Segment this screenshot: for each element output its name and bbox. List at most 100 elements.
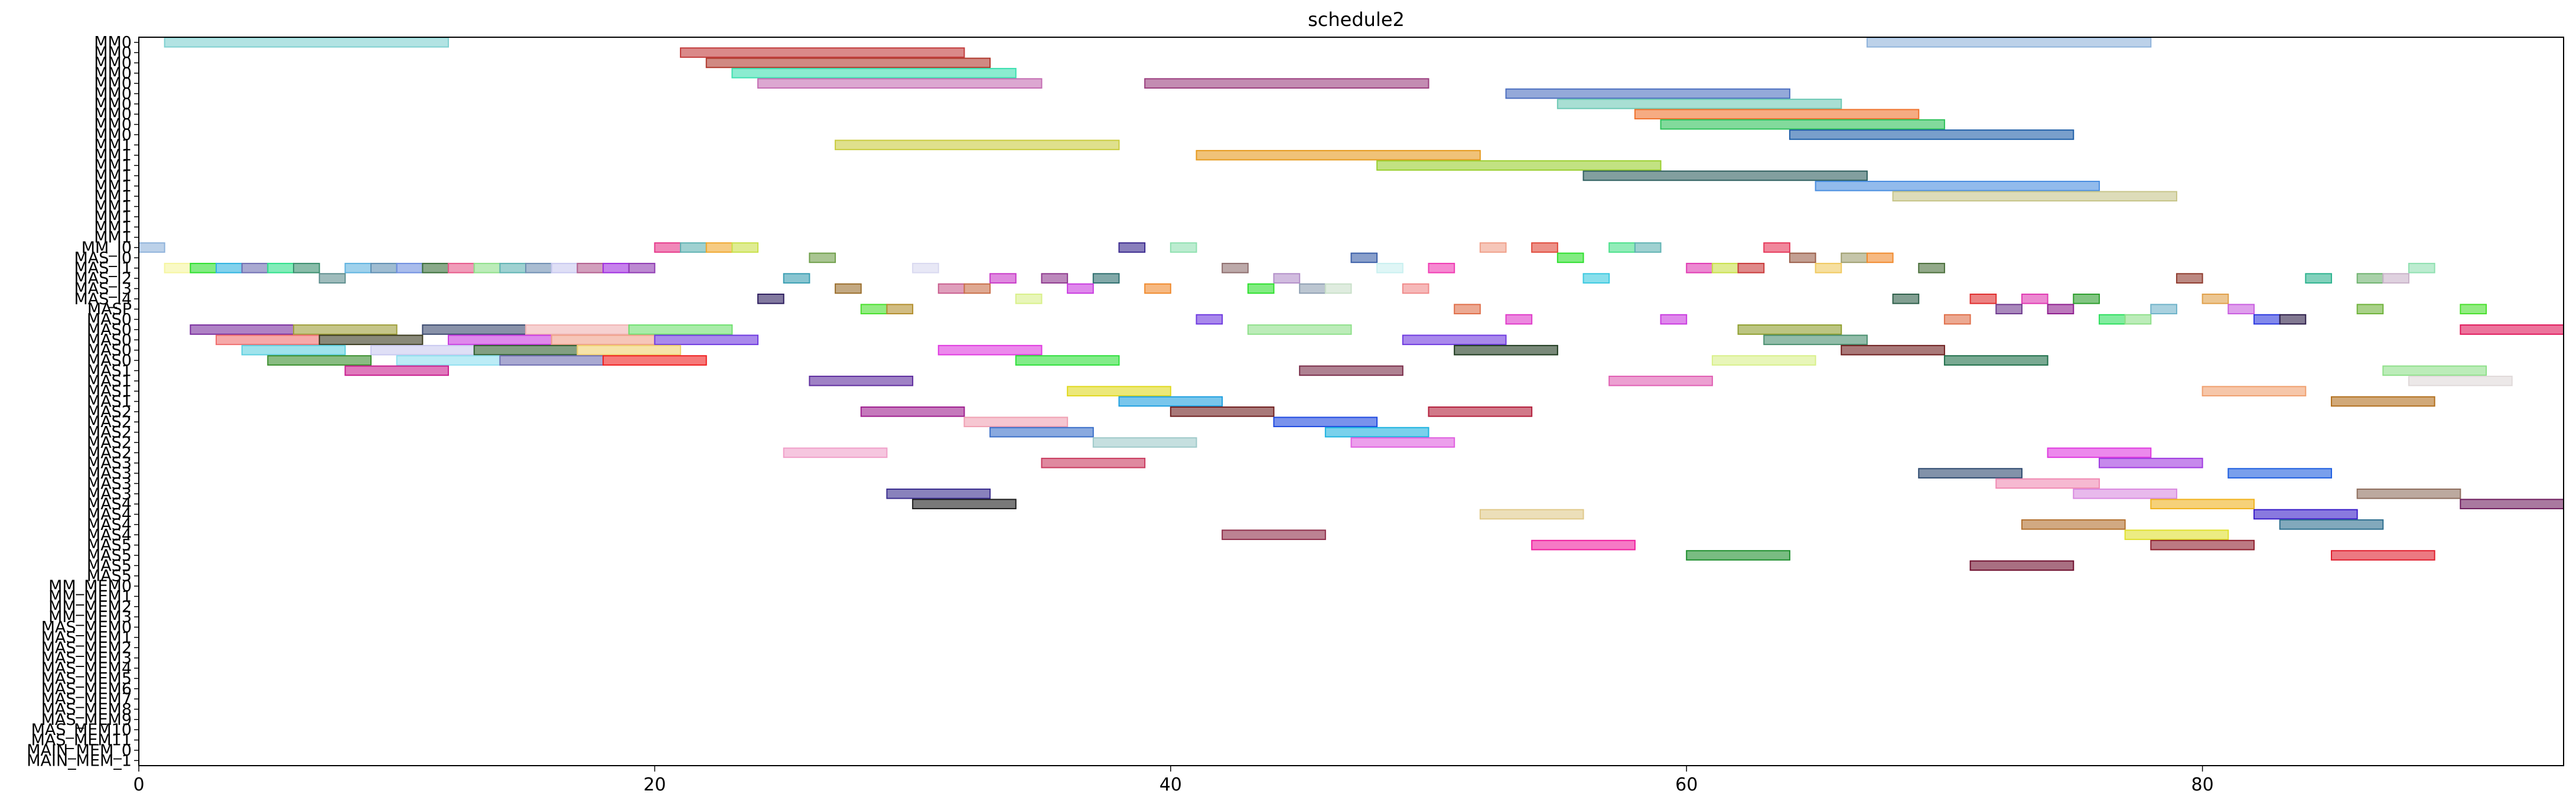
task-bar xyxy=(2460,304,2487,315)
task-bar xyxy=(2073,488,2177,499)
task-bar xyxy=(1041,273,1069,284)
y-tick-label: MM1 xyxy=(94,147,132,165)
task-bar xyxy=(1067,283,1094,294)
y-tick-label: MAS_I1 xyxy=(74,259,132,278)
task-bar xyxy=(2124,314,2152,325)
y-tick-label: MM0 xyxy=(94,116,132,134)
y-tick-label: MM0 xyxy=(94,64,132,83)
task-bar xyxy=(603,355,707,366)
task-bar xyxy=(912,262,939,274)
y-tick-label: MAS0 xyxy=(87,321,132,339)
task-bar xyxy=(1324,283,1352,294)
y-tick-label: MAS_MEM2 xyxy=(41,639,132,657)
task-bar xyxy=(1247,324,1352,335)
task-bar xyxy=(963,416,1069,428)
x-tick-label: 20 xyxy=(643,775,666,795)
y-tick-label: MM_MEM3 xyxy=(48,608,132,626)
y-tick-label: MAS5 xyxy=(87,536,132,555)
y-tick-label: MM1 xyxy=(94,177,132,196)
x-tick-label: 60 xyxy=(1675,775,1698,795)
x-tick-label: 80 xyxy=(2191,775,2214,795)
task-bar xyxy=(2047,304,2075,315)
y-tick-label: MAS_MEM6 xyxy=(41,680,132,698)
task-bar xyxy=(2202,294,2229,304)
task-bar xyxy=(1505,314,1533,325)
task-bar xyxy=(1479,242,1507,253)
task-bar xyxy=(1892,294,1920,304)
y-tick-label: MAS3 xyxy=(87,474,132,493)
task-bar xyxy=(1995,478,2100,489)
y-tick-label: MAS_MEM5 xyxy=(41,669,132,688)
task-bar xyxy=(2356,304,2384,315)
task-bar xyxy=(164,37,450,48)
task-bar xyxy=(1711,355,1816,366)
task-bar xyxy=(2150,539,2255,551)
task-bar xyxy=(1660,119,1945,130)
task-bar xyxy=(1608,242,1636,253)
task-bar xyxy=(1015,294,1043,304)
y-tick-label: MAS2 xyxy=(87,444,132,462)
x-tick-label: 40 xyxy=(1160,775,1182,795)
y-axis-labels: MM0MM0MM0MM0MM0MM0MM0MM0MM0MM0MM1MM1MM1M… xyxy=(27,34,139,770)
task-bar xyxy=(1505,88,1790,99)
y-tick-label: MAS1 xyxy=(87,362,132,380)
y-tick-label: MM0 xyxy=(94,105,132,123)
task-bar xyxy=(1428,262,1455,274)
task-bar xyxy=(783,447,888,458)
task-bar xyxy=(809,375,914,386)
task-bar xyxy=(2227,304,2255,315)
task-bar xyxy=(1686,550,1790,561)
y-tick-label: MM1 xyxy=(94,136,132,154)
task-bar xyxy=(2330,396,2435,407)
task-bar xyxy=(1737,262,1765,274)
task-bar xyxy=(241,262,269,274)
y-tick-label: MAS_MEM8 xyxy=(41,700,132,718)
task-bar xyxy=(1866,37,2152,48)
task-bar xyxy=(1711,262,1739,274)
y-tick-label: MM1 xyxy=(94,208,132,226)
task-bar xyxy=(757,294,784,304)
task-bar xyxy=(1015,355,1120,366)
y-tick-label: MM0 xyxy=(94,34,132,52)
task-bar xyxy=(731,242,759,253)
task-bar xyxy=(2202,386,2307,396)
task-bar xyxy=(1196,149,1481,161)
task-bar xyxy=(654,334,759,346)
task-bar xyxy=(1763,334,1868,346)
y-tick-label: MM1 xyxy=(94,187,132,206)
task-bar xyxy=(731,67,1017,79)
task-bar xyxy=(835,283,862,294)
y-tick-label: MM0 xyxy=(94,95,132,113)
task-bar xyxy=(1531,242,1558,253)
task-bar xyxy=(1118,242,1146,253)
task-bar xyxy=(1969,560,2075,571)
task-bar xyxy=(835,139,1120,151)
task-bar xyxy=(1479,509,1584,520)
task-bar xyxy=(2305,273,2332,284)
task-bar xyxy=(1273,416,1378,428)
y-tick-label: MM0 xyxy=(94,54,132,72)
y-tick-label: MM1 xyxy=(94,157,132,175)
task-bar xyxy=(1222,262,1249,274)
task-bar xyxy=(267,355,372,366)
task-bar xyxy=(344,262,372,274)
task-bar xyxy=(1556,252,1584,263)
task-bar xyxy=(293,262,320,274)
task-bar xyxy=(2124,529,2229,541)
task-bar xyxy=(525,262,552,274)
y-tick-label: MAS_I3 xyxy=(74,279,132,298)
task-bar xyxy=(1918,468,2023,479)
task-bar xyxy=(499,355,604,366)
task-bar xyxy=(654,242,682,253)
y-tick-label: MAS4 xyxy=(87,526,132,544)
task-bar xyxy=(216,334,320,346)
task-bar xyxy=(1634,109,1920,120)
task-bar xyxy=(216,262,243,274)
task-bar xyxy=(757,78,1043,89)
task-bar xyxy=(2098,457,2203,468)
y-tick-label: MAS1 xyxy=(87,393,132,411)
task-bar xyxy=(989,427,1094,438)
task-bar xyxy=(1376,262,1403,274)
task-bar xyxy=(2460,324,2565,335)
task-bar xyxy=(680,47,965,58)
